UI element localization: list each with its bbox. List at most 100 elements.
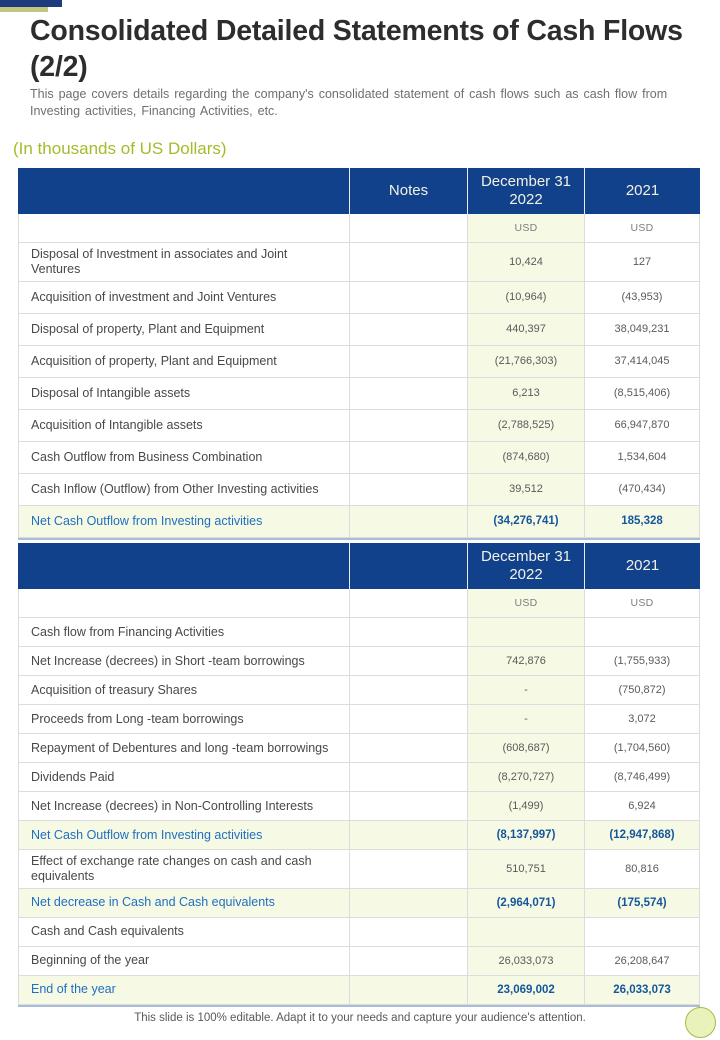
row-label: Cash and Cash equivalents [18,917,349,946]
page-subtitle: This page covers details regarding the c… [30,87,668,119]
value-2021: (1,704,560) [584,734,700,762]
notes-cell [349,888,467,917]
row-label: Net Increase (decrees) in Non-Controllin… [18,792,349,820]
row-label: Net decrease in Cash and Cash equivalent… [18,888,349,917]
table-row: Disposal of Investment in associates and… [18,243,700,282]
value-dec-2022: 742,876 [467,647,584,675]
table-row: Beginning of the year 26,033,073 26,208,64… [18,946,700,976]
table-row: Net Cash Outflow from Investing activiti… [18,505,700,538]
value-dec-2022: 6,213 [467,377,584,409]
unit-row: USD USD [18,589,700,618]
unit-2021: USD [584,589,700,617]
table-row: Acquisition of treasury Shares - (750,872) [18,676,700,705]
row-label: Net Cash Outflow from Investing activiti… [18,821,349,849]
value-dec-2022 [467,618,584,646]
table-row: Disposal of property, Plant and Equipmen… [18,313,700,346]
value-dec-2022: (874,680) [467,441,584,473]
table-row: Net Cash Outflow from Investing activiti… [18,821,700,850]
notes-cell [349,441,467,473]
table-row: End of the year 23,069,002 26,033,073 [18,975,700,1005]
value-dec-2022: 510,751 [467,850,584,888]
table-row: Cash and Cash equivalents [18,917,700,947]
value-2021: 26,033,073 [584,975,700,1004]
value-dec-2022 [467,917,584,946]
table-row: Acquisition of Intangible assets (2,788,5… [18,409,700,442]
value-dec-2022: 440,397 [467,313,584,345]
value-2021: 6,924 [584,792,700,820]
value-2021: 80,816 [584,850,700,888]
row-label [18,589,349,617]
value-2021: (175,574) [584,888,700,917]
value-2021: 66,947,870 [584,409,700,441]
value-dec-2022: (2,788,525) [467,409,584,441]
table-row: Net Increase (decrees) in Non-Controllin… [18,792,700,821]
notes-cell [349,676,467,704]
row-label: End of the year [18,975,349,1004]
column-header [349,543,467,589]
notes-cell [349,821,467,849]
notes-cell [349,792,467,820]
row-label: Proceeds from Long -team borrowings [18,705,349,733]
notes-cell [349,409,467,441]
table-row: Acquisition of investment and Joint Vent… [18,281,700,314]
row-label: Disposal of property, Plant and Equipmen… [18,313,349,345]
row-label: Acquisition of treasury Shares [18,676,349,704]
notes-cell [349,313,467,345]
column-header: Notes [349,168,467,214]
row-label: Acquisition of Intangible assets [18,409,349,441]
table-row: Acquisition of property, Plant and Equip… [18,345,700,378]
table-row: Repayment of Debentures and long -team b… [18,734,700,763]
value-2021: (43,953) [584,281,700,313]
table-row: Effect of exchange rate changes on cash … [18,850,700,889]
column-header [18,543,349,589]
value-dec-2022: - [467,705,584,733]
value-2021: 1,534,604 [584,441,700,473]
unit-row: USD USD [18,214,700,243]
row-label [18,214,349,242]
notes-cell [349,850,467,888]
value-2021: 26,208,647 [584,946,700,975]
value-2021: (470,434) [584,473,700,505]
table-row: Dividends Paid (8,270,727) (8,746,499) [18,763,700,792]
value-2021: (750,872) [584,676,700,704]
value-dec-2022: (21,766,303) [467,345,584,377]
accent-bar-navy [0,0,62,7]
value-dec-2022: (8,137,997) [467,821,584,849]
notes-cell [349,589,467,617]
value-dec-2022: (10,964) [467,281,584,313]
table-header-row: December 31 2022 2021 [18,543,700,589]
value-2021: 38,049,231 [584,313,700,345]
value-2021: 127 [584,243,700,281]
table-row: Cash Outflow from Business Combination (8… [18,441,700,474]
notes-cell [349,345,467,377]
notes-cell [349,647,467,675]
column-header: December 31 2022 [467,543,584,589]
value-dec-2022: (2,964,071) [467,888,584,917]
value-2021 [584,917,700,946]
table-row: Disposal of Intangible assets 6,213 (8,515… [18,377,700,410]
notes-cell [349,975,467,1004]
financing-activities-table: December 31 2022 2021 USD USD Cash flow from… [18,543,700,1007]
notes-cell [349,377,467,409]
row-label: Cash Outflow from Business Combination [18,441,349,473]
notes-cell [349,505,467,537]
value-dec-2022: 10,424 [467,243,584,281]
table-row: Net Increase (decrees) in Short -team bo… [18,647,700,676]
table-row: Net decrease in Cash and Cash equivalent… [18,888,700,918]
table-header-row: Notes December 31 2022 2021 [18,168,700,214]
value-dec-2022: 23,069,002 [467,975,584,1004]
value-dec-2022: (1,499) [467,792,584,820]
notes-cell [349,763,467,791]
notes-cell [349,917,467,946]
value-2021: (12,947,868) [584,821,700,849]
page-title: Consolidated Detailed Statements of Cash… [30,15,683,83]
value-2021: 37,414,045 [584,345,700,377]
row-label: Acquisition of investment and Joint Vent… [18,281,349,313]
value-2021: 185,328 [584,505,700,537]
row-label: Net Cash Outflow from Investing activiti… [18,505,349,537]
notes-cell [349,243,467,281]
notes-cell [349,734,467,762]
row-label: Beginning of the year [18,946,349,975]
value-2021: (1,755,933) [584,647,700,675]
row-label: Cash flow from Financing Activities [18,618,349,646]
